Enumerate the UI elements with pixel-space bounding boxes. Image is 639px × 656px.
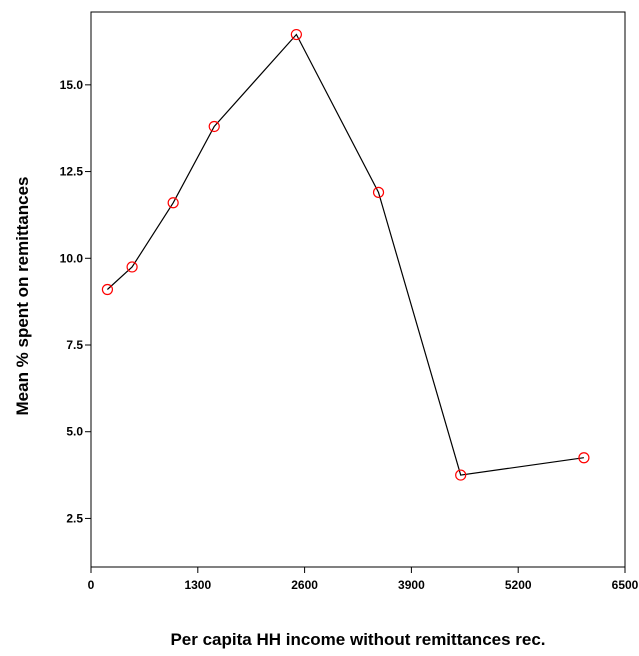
x-tick-label: 2600	[291, 578, 318, 592]
y-tick-label: 10.0	[60, 251, 84, 265]
series-line	[106, 33, 584, 476]
x-tick-label: 1300	[184, 578, 211, 592]
series-layer	[101, 28, 590, 481]
data-point	[208, 120, 220, 133]
y-axis: 2.5 5.0 7.5 10.0 12.5 15.0	[60, 78, 91, 525]
y-axis-title: Mean % spent on remittances	[13, 176, 32, 415]
data-point	[167, 197, 179, 209]
data-point	[578, 452, 590, 464]
x-tick-label: 0	[88, 578, 95, 592]
y-tick-label: 2.5	[66, 511, 83, 525]
y-tick-label: 7.5	[66, 338, 83, 352]
x-tick-label: 5200	[505, 578, 532, 592]
x-tick-label: 6500	[612, 578, 639, 592]
y-tick-label: 5.0	[66, 425, 83, 439]
data-point	[455, 469, 467, 481]
data-point	[126, 261, 138, 273]
data-point	[101, 283, 114, 296]
y-tick-label: 12.5	[60, 165, 84, 179]
x-axis-title: Per capita HH income without remittances…	[170, 630, 545, 649]
x-axis: 0 1300 2600 3900 5200 6500	[88, 567, 639, 592]
x-tick-label: 3900	[398, 578, 425, 592]
data-point	[372, 186, 385, 198]
plot-frame	[90, 11, 626, 568]
data-point	[290, 28, 302, 41]
y-tick-label: 15.0	[60, 78, 84, 92]
